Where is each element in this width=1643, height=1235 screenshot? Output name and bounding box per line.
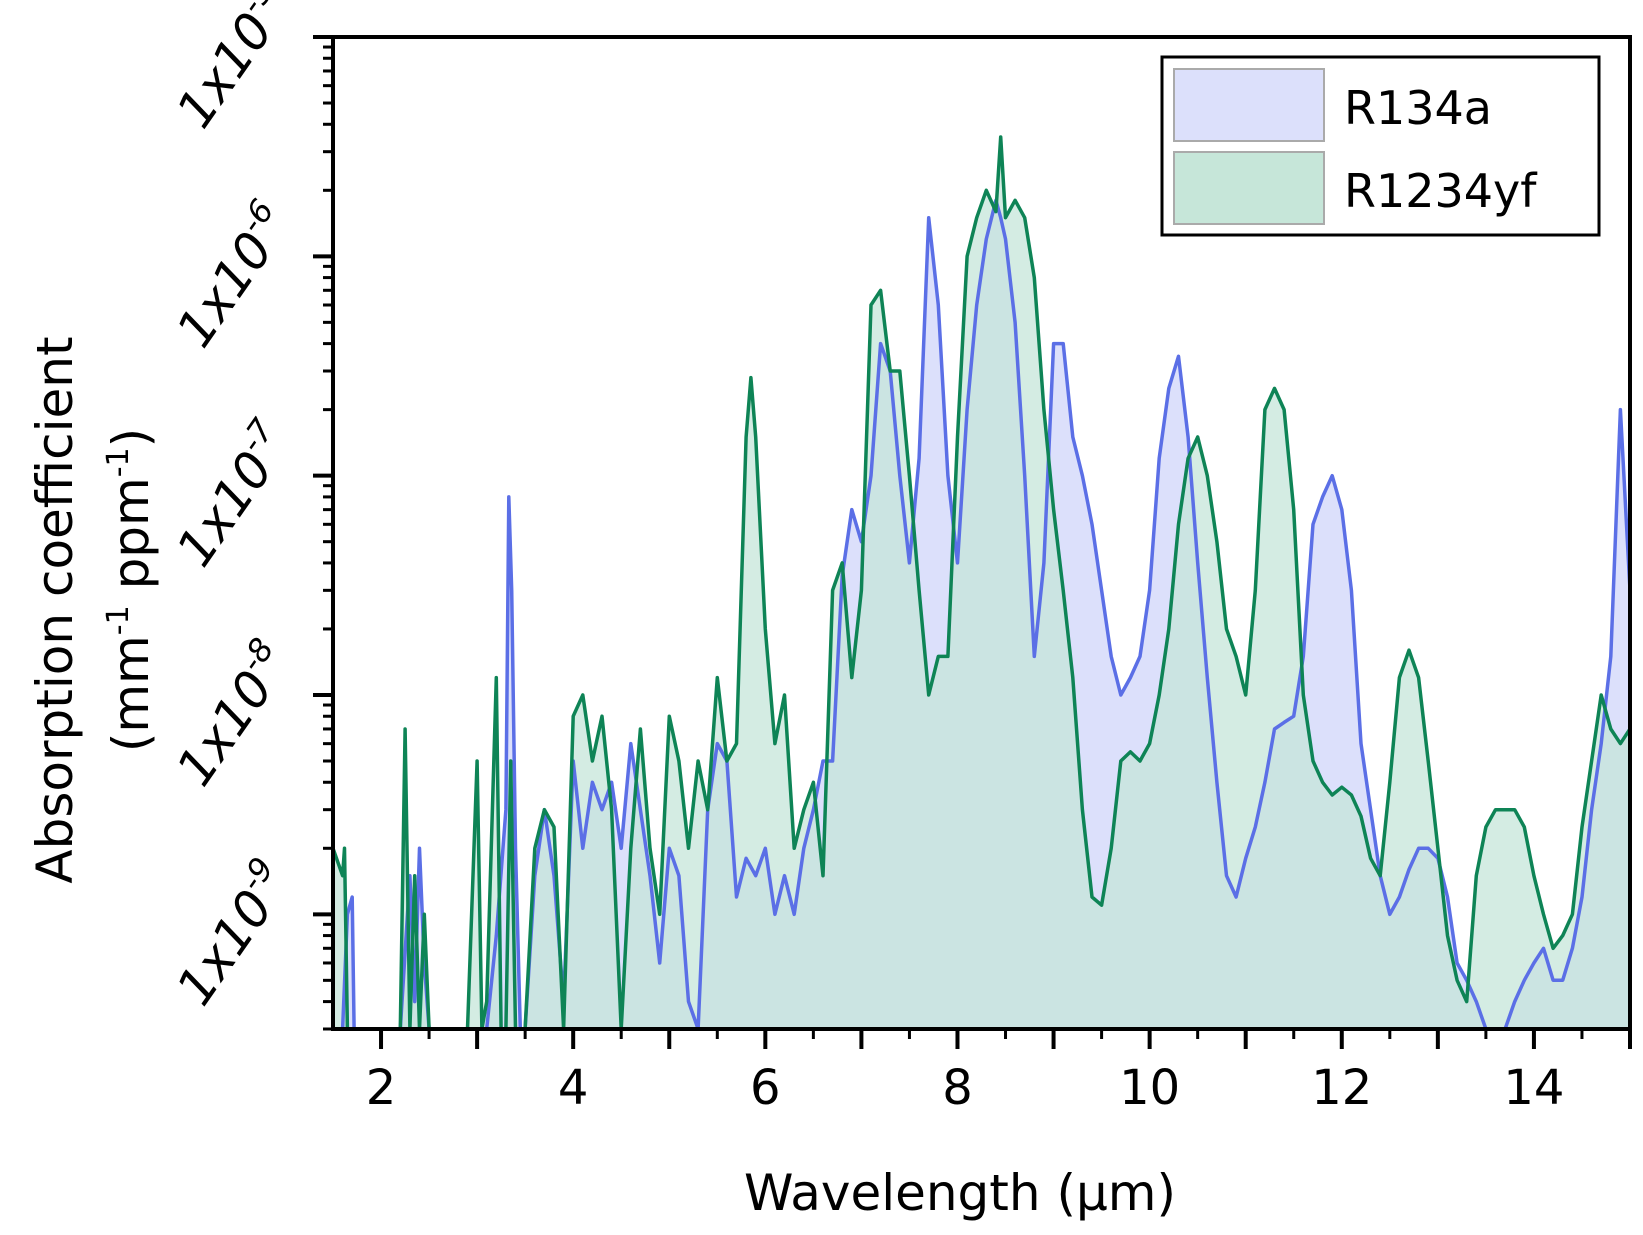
y-tick-label: 1x10-7 (160, 411, 303, 577)
x-axis: 2 4 6 8 10 12 14 (366, 1029, 1632, 1116)
legend: R134a R1234yf (1160, 55, 1601, 237)
x-tick-label: 2 (366, 1060, 397, 1116)
series-line-r134a (333, 198, 1630, 1029)
y-tick-label: 1x10-6 (160, 192, 302, 357)
x-tick-label: 8 (942, 1060, 973, 1116)
series-area-r1234yf (333, 137, 1630, 1029)
legend-label: R134a (1344, 81, 1492, 135)
series-layer (333, 135, 1630, 1029)
y-axis-title-line1: Absorption coefficient (26, 336, 84, 883)
x-tick-label: 14 (1503, 1060, 1564, 1116)
x-axis-title: Wavelength (μm) (744, 1164, 1176, 1222)
plot-frame (331, 35, 1632, 1031)
legend-label: R1234yf (1344, 164, 1538, 218)
x-tick-label: 10 (1119, 1060, 1180, 1116)
x-tick-label: 12 (1311, 1060, 1372, 1116)
y-tick-label: 1x10-9 (160, 850, 302, 1015)
x-tick-label: 6 (750, 1060, 781, 1116)
y-tick-label: 1x10-8 (160, 631, 302, 796)
legend-swatch (1173, 151, 1325, 225)
x-tick-label: 4 (558, 1060, 589, 1116)
y-axis: 1x10-9 1x10-8 1x10-7 1x10-6 1x10-5 (160, 0, 333, 1031)
y-tick-label: 1x10-5 (160, 0, 302, 138)
series-line-r1234yf (333, 135, 1630, 1029)
legend-swatch (1173, 68, 1325, 142)
y-axis-title-line2: (mm-1 ppm-1) (101, 428, 160, 752)
